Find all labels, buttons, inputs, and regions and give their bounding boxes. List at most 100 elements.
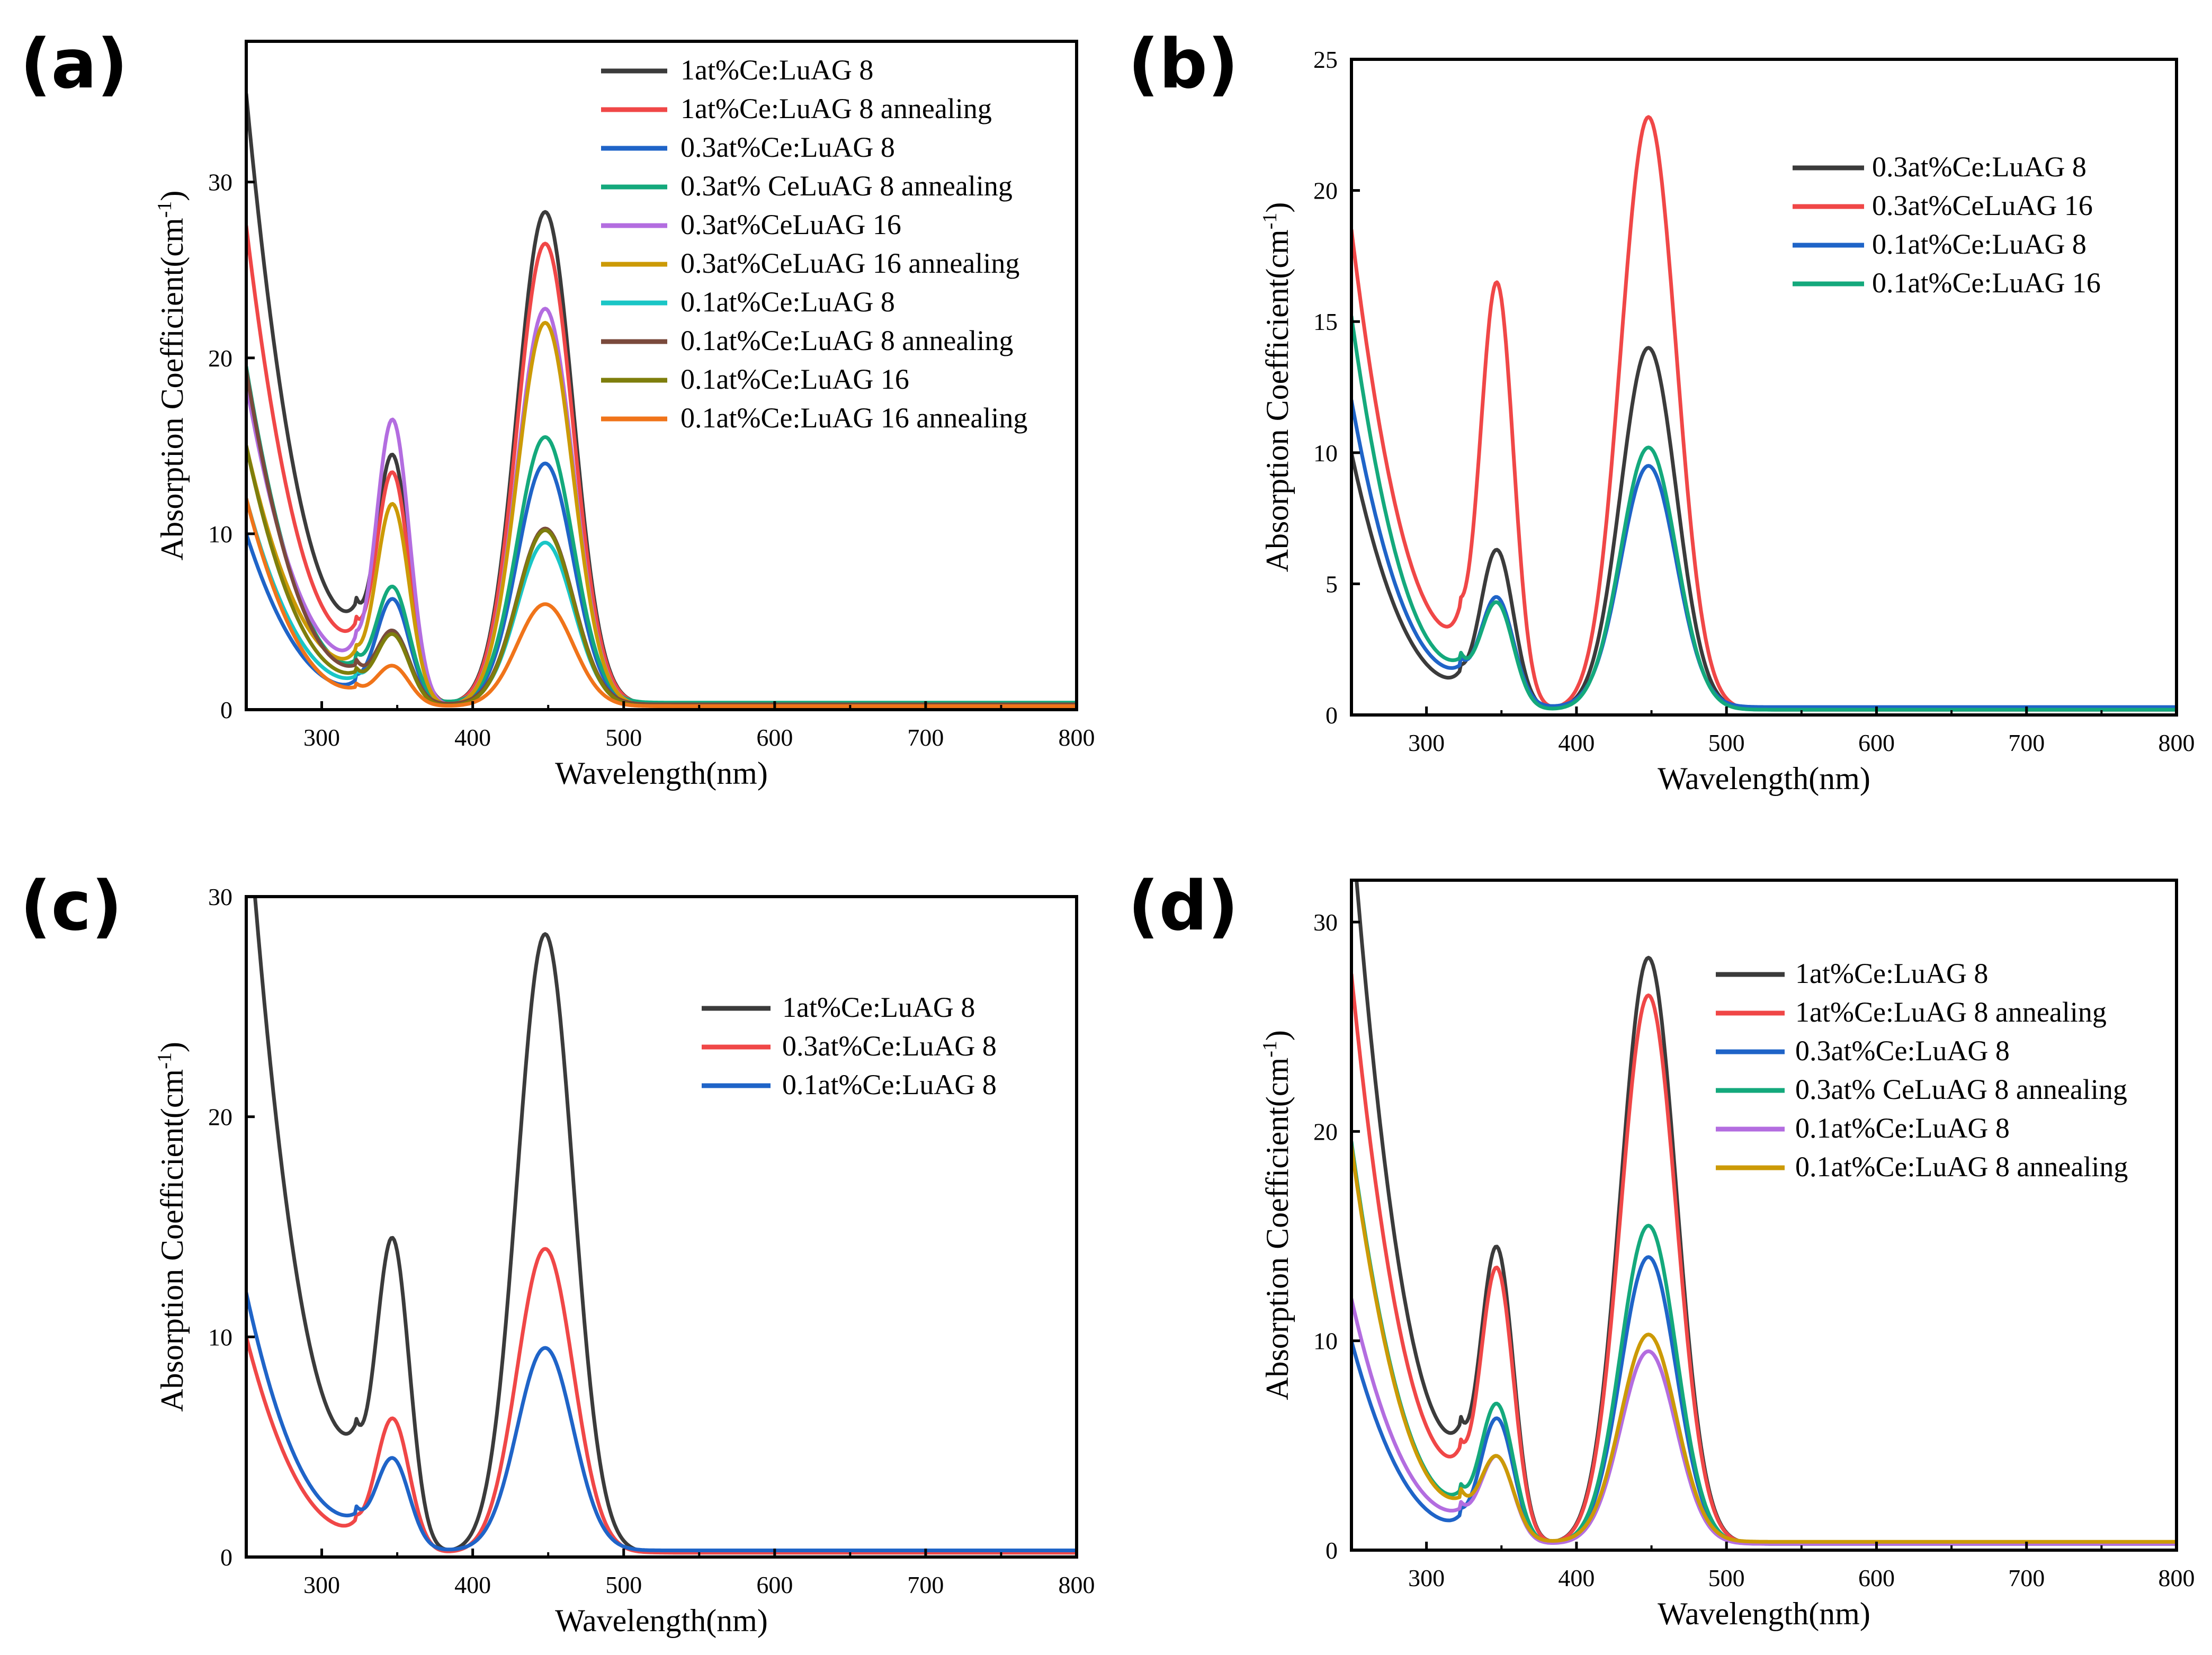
legend-label: 0.3at%CeLuAG 16 annealing bbox=[680, 247, 1019, 279]
y-tick-label: 10 bbox=[1313, 1328, 1338, 1355]
x-tick-label: 400 bbox=[454, 1571, 491, 1598]
legend-label: 0.3at%CeLuAG 16 bbox=[1872, 190, 2093, 221]
x-tick-label: 500 bbox=[605, 1571, 642, 1598]
y-tick-label: 15 bbox=[1313, 308, 1338, 335]
legend-label: 0.3at% CeLuAG 8 annealing bbox=[680, 170, 1013, 202]
legend-label: 0.3at%Ce:LuAG 8 bbox=[782, 1030, 997, 1062]
plot-frame bbox=[245, 40, 1078, 711]
x-tick-label: 500 bbox=[1708, 1564, 1745, 1591]
legend-label: 0.3at%Ce:LuAG 8 bbox=[1872, 151, 2086, 183]
legend-label: 0.1at%Ce:LuAG 8 bbox=[782, 1069, 997, 1101]
x-tick-label: 800 bbox=[2159, 729, 2195, 756]
legend-label: 1at%Ce:LuAG 8 annealing bbox=[1795, 996, 2107, 1028]
y-tick-label: 20 bbox=[1313, 1118, 1338, 1145]
x-tick-label: 800 bbox=[1059, 1571, 1095, 1598]
series-line-2 bbox=[246, 1247, 1077, 1555]
y-tick-label: 30 bbox=[208, 169, 232, 196]
series-line-3 bbox=[1351, 398, 2177, 709]
series-line-3 bbox=[246, 1291, 1077, 1552]
x-tick-label: 600 bbox=[756, 724, 793, 751]
panel-label: (b) bbox=[1128, 25, 1239, 104]
legend-label: 0.1at%Ce:LuAG 16 bbox=[1872, 267, 2101, 299]
panel-label: (a) bbox=[20, 25, 128, 104]
series-line-1 bbox=[1351, 346, 2177, 712]
y-tick-label: 20 bbox=[208, 1104, 232, 1131]
legend: 0.3at%Ce:LuAG 8 0.3at%CeLuAG 16 0.1at%Ce:L… bbox=[1793, 151, 2101, 299]
x-tick-label: 500 bbox=[605, 724, 642, 751]
legend-label: 1at%Ce:LuAG 8 annealing bbox=[680, 93, 992, 124]
legend-label: 0.3at%Ce:LuAG 8 bbox=[1795, 1035, 2010, 1067]
x-axis-title: Wavelength(nm) bbox=[555, 1603, 768, 1638]
legend-label: 0.1at%Ce:LuAG 8 annealing bbox=[1795, 1151, 2128, 1183]
x-tick-label: 600 bbox=[1858, 729, 1895, 756]
x-tick-label: 700 bbox=[907, 724, 944, 751]
panel-label: (d) bbox=[1128, 867, 1239, 946]
x-tick-label: 300 bbox=[1408, 729, 1445, 756]
y-tick-label: 30 bbox=[1313, 909, 1338, 936]
chart-panel-4: (d) 300 400 500 600 700 800 0 10 20 30 Wavelength(n… bbox=[1128, 867, 2195, 1631]
legend: 1at%Ce:LuAG 8 1at%Ce:LuAG 8 annealing 0.3a… bbox=[601, 54, 1027, 434]
legend-label: 0.3at%CeLuAG 16 bbox=[680, 209, 901, 240]
legend-label: 0.3at% CeLuAG 8 annealing bbox=[1795, 1073, 2127, 1105]
series-group bbox=[246, 897, 1077, 1555]
x-tick-label: 400 bbox=[1558, 729, 1595, 756]
series-line-1 bbox=[253, 897, 1077, 1555]
series-group bbox=[246, 92, 1077, 708]
y-tick-label: 20 bbox=[208, 345, 232, 372]
legend-label: 0.1at%Ce:LuAG 8 bbox=[1872, 228, 2086, 260]
x-tick-label: 300 bbox=[303, 1571, 340, 1598]
x-tick-label: 400 bbox=[454, 724, 491, 751]
plot-frame bbox=[1350, 58, 2178, 717]
y-axis-title: Absorption Coefficient(cm-1) bbox=[1259, 1030, 1295, 1400]
legend-label: 1at%Ce:LuAG 8 bbox=[782, 991, 975, 1023]
chart-panel-2: (b) 300 400 500 600 700 800 0 5 10 15 20 25 Wavelengt… bbox=[1128, 25, 2195, 796]
series-line-2 bbox=[1351, 972, 2177, 1546]
series-line-5 bbox=[246, 307, 1077, 708]
y-tick-label: 10 bbox=[1313, 440, 1338, 467]
x-tick-label: 300 bbox=[1408, 1564, 1445, 1591]
y-tick-label: 10 bbox=[208, 521, 232, 548]
y-tick-label: 0 bbox=[220, 696, 232, 723]
legend-label: 0.3at%Ce:LuAG 8 bbox=[680, 131, 895, 163]
plot-frame bbox=[245, 895, 1078, 1559]
x-tick-label: 300 bbox=[303, 724, 340, 751]
x-axis-title: Wavelength(nm) bbox=[1658, 761, 1870, 796]
x-tick-label: 700 bbox=[2008, 729, 2045, 756]
y-axis-title: Absorption Coefficient(cm-1) bbox=[154, 1042, 190, 1412]
x-axis-title: Wavelength(nm) bbox=[1658, 1596, 1870, 1631]
x-axis-title: Wavelength(nm) bbox=[555, 756, 768, 791]
x-tick-label: 700 bbox=[907, 1571, 944, 1598]
series-group bbox=[1351, 880, 2177, 1546]
panel-label: (c) bbox=[20, 867, 122, 946]
x-tick-label: 800 bbox=[1059, 724, 1095, 751]
y-tick-label: 0 bbox=[1326, 1537, 1338, 1564]
series-line-4 bbox=[1351, 314, 2177, 712]
legend-label: 1at%Ce:LuAG 8 bbox=[680, 54, 873, 86]
legend-label: 0.1at%Ce:LuAG 16 annealing bbox=[680, 402, 1027, 434]
legend-label: 0.1at%Ce:LuAG 8 bbox=[1795, 1112, 2010, 1144]
x-tick-label: 500 bbox=[1708, 729, 1745, 756]
x-tick-label: 600 bbox=[1858, 1564, 1895, 1591]
x-tick-label: 800 bbox=[2159, 1564, 2195, 1591]
x-tick-label: 600 bbox=[756, 1571, 793, 1598]
chart-panel-3: (c) 300 400 500 600 700 800 0 10 20 30 Wavelength(n… bbox=[20, 867, 1095, 1638]
x-tick-label: 700 bbox=[2008, 1564, 2045, 1591]
y-tick-label: 10 bbox=[208, 1323, 232, 1350]
legend-label: 0.1at%Ce:LuAG 8 annealing bbox=[680, 325, 1013, 356]
plot-frame bbox=[1350, 879, 2178, 1552]
series-line-2 bbox=[246, 224, 1077, 706]
series-line-6 bbox=[1351, 1144, 2177, 1544]
x-tick-label: 400 bbox=[1558, 1564, 1595, 1591]
legend-label: 0.1at%Ce:LuAG 16 bbox=[680, 363, 909, 395]
y-tick-label: 30 bbox=[208, 883, 232, 910]
y-axis-title: Absorption Coefficient(cm-1) bbox=[1259, 202, 1295, 572]
legend: 1at%Ce:LuAG 8 1at%Ce:LuAG 8 annealing 0.3a… bbox=[1716, 958, 2128, 1183]
legend-label: 0.1at%Ce:LuAG 8 bbox=[680, 286, 895, 318]
series-line-5 bbox=[1351, 1297, 2177, 1546]
y-tick-label: 25 bbox=[1313, 46, 1338, 73]
y-tick-label: 5 bbox=[1326, 570, 1338, 597]
y-axis-title: Absorption Coefficient(cm-1) bbox=[154, 191, 190, 561]
legend-label: 1at%Ce:LuAG 8 bbox=[1795, 958, 1988, 989]
series-line-10 bbox=[246, 497, 1077, 708]
series-group bbox=[1351, 115, 2177, 712]
